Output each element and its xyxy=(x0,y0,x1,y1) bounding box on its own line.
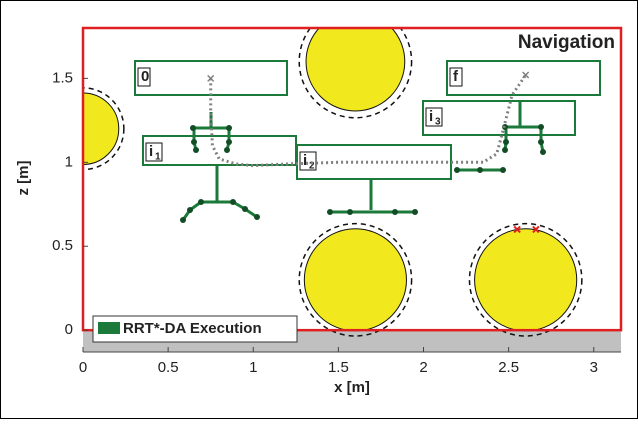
stance-sub: 1 xyxy=(155,152,161,163)
chart: 0i1i2i3f00.511.522.5300.511.5x [m]z [m]N… xyxy=(0,0,638,419)
chart-title: Navigation xyxy=(518,32,615,53)
y-tick-label: 1.5 xyxy=(52,69,73,86)
stance-label: i xyxy=(149,143,153,160)
legend-label: RRT*-DA Execution xyxy=(123,320,262,337)
y-axis-label: z [m] xyxy=(15,161,32,196)
x-tick-label: 1 xyxy=(249,359,257,376)
x-tick-label: 1.5 xyxy=(328,359,349,376)
y-tick-label: 1 xyxy=(65,153,73,170)
y-tick-label: 0.5 xyxy=(52,237,73,254)
legend-swatch xyxy=(98,322,120,334)
stance-label: i xyxy=(303,152,307,169)
x-axis-label: x [m] xyxy=(334,379,370,396)
plot-mask xyxy=(1,1,83,418)
y-tick-label: 0 xyxy=(65,321,73,338)
x-tick-label: 0.5 xyxy=(158,359,179,376)
stance-label: 0 xyxy=(141,68,149,85)
plot-mask xyxy=(83,1,621,28)
stance-sub: 3 xyxy=(435,117,441,128)
x-tick-label: 2.5 xyxy=(498,359,519,376)
x-tick-label: 2 xyxy=(419,359,427,376)
stance-label: i xyxy=(429,108,433,125)
x-tick-label: 3 xyxy=(590,359,598,376)
x-tick-label: 0 xyxy=(79,359,87,376)
obstacle xyxy=(475,229,577,331)
obstacle xyxy=(304,229,406,331)
